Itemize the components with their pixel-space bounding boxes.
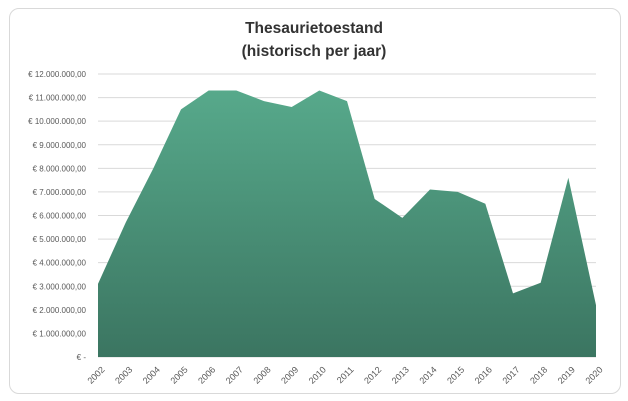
x-tick-label: 2018 <box>528 365 549 386</box>
x-tick-label: 2014 <box>417 365 438 386</box>
x-tick-label: 2010 <box>307 365 328 386</box>
y-tick-label: € 8.000.000,00 <box>33 164 87 173</box>
y-tick-label: € 6.000.000,00 <box>33 212 87 221</box>
x-tick-label: 2009 <box>279 365 300 386</box>
y-tick-label: € 3.000.000,00 <box>33 282 87 291</box>
y-tick-label: € 2.000.000,00 <box>33 306 87 315</box>
y-tick-label: € 7.000.000,00 <box>33 188 87 197</box>
x-tick-label: 2007 <box>224 365 245 386</box>
x-tick-label: 2020 <box>583 365 604 386</box>
chart-title: Thesaurietoestand (historisch per jaar) <box>0 17 628 63</box>
y-tick-label: € 4.000.000,00 <box>33 259 87 268</box>
x-tick-label: 2002 <box>85 365 106 386</box>
x-tick-label: 2003 <box>113 365 134 386</box>
x-tick-label: 2017 <box>500 365 521 386</box>
x-tick-label: 2008 <box>251 365 272 386</box>
y-tick-label: € 11.000.000,00 <box>29 94 87 103</box>
series-area <box>98 90 596 357</box>
x-tick-label: 2005 <box>168 365 189 386</box>
x-axis-ticks: 2002 2003 2004 2005 2006 2007 2008 2009 2010 2011… <box>85 365 604 386</box>
x-tick-label: 2016 <box>473 365 494 386</box>
x-tick-label: 2012 <box>362 365 383 386</box>
x-tick-label: 2004 <box>141 365 162 386</box>
y-tick-label: € 10.000.000,00 <box>28 117 86 126</box>
y-tick-label: € 9.000.000,00 <box>33 141 87 150</box>
y-tick-label: € 12.000.000,00 <box>28 70 86 79</box>
x-tick-label: 2006 <box>196 365 217 386</box>
chart-title-line-1: Thesaurietoestand <box>245 20 383 37</box>
y-tick-label: € - <box>77 353 87 362</box>
x-tick-label: 2019 <box>556 365 577 386</box>
y-tick-label: € 1.000.000,00 <box>33 329 87 338</box>
x-tick-label: 2013 <box>390 365 411 386</box>
x-tick-label: 2011 <box>335 365 356 386</box>
x-tick-label: 2015 <box>445 365 466 386</box>
y-tick-label: € 5.000.000,00 <box>33 235 87 244</box>
chart-title-line-2: (historisch per jaar) <box>241 43 387 60</box>
y-axis-ticks: € - € 1.000.000,00 € 2.000.000,00 € 3.000.0… <box>28 70 86 362</box>
